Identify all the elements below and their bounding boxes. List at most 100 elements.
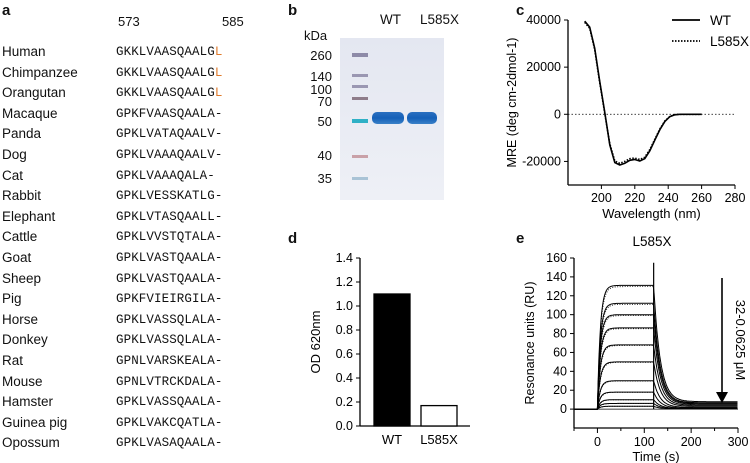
- legend-label: L585X: [710, 34, 749, 49]
- sequence-end-residue: -: [214, 415, 223, 430]
- sequence-end-residue: -: [214, 127, 223, 142]
- concentration-arrow-head: [716, 392, 728, 403]
- sequence-residues: GPKLVASAQAALA: [116, 436, 215, 451]
- residue-end-number: 585: [222, 14, 244, 29]
- species-name: Elephant: [2, 208, 56, 224]
- sequence-end-residue: -: [214, 106, 223, 121]
- legend-label: WT: [710, 13, 731, 28]
- y-axis-label: MRE (deg cm-2dmol-1): [505, 38, 519, 168]
- y-tick-label: 0.0: [336, 419, 353, 433]
- sequence-end-residue: -: [214, 312, 223, 327]
- sequence-end-residue: -: [214, 292, 223, 307]
- sequence-residues: GPKLVATAQAALV: [116, 127, 215, 142]
- y-tick-label: 160: [546, 251, 567, 265]
- sequence-residues: GPKLVAKCQATLA: [116, 415, 215, 430]
- y-tick-label: 60: [553, 345, 567, 359]
- y-axis-label: OD 620nm: [308, 311, 323, 374]
- sequence: GPKFVIEIRGILA-: [116, 292, 222, 306]
- gel-marker-label: 35: [317, 171, 332, 186]
- x-tick-label: L585X: [420, 432, 458, 447]
- sequence-residues: GPKLVASTQAALA: [116, 271, 215, 286]
- y-tick-label: 80: [553, 327, 567, 341]
- sequence: GPKLVAAAQAALV-: [116, 148, 222, 162]
- x-tick-label: 200: [681, 435, 702, 449]
- gel-marker-label: 40: [317, 148, 332, 163]
- gel-lane-l585x-label: L585X: [420, 12, 460, 27]
- fit-curve: [597, 286, 653, 410]
- fit-curve: [597, 391, 653, 410]
- sequence: GPKLVASSQLALA-: [116, 313, 222, 327]
- sequence: GPKLVESSKATLG-: [116, 189, 222, 203]
- x-axis-label: Wavelength (nm): [602, 206, 701, 221]
- y-tick-label: 0.6: [336, 347, 353, 361]
- sequence-end-residue: -: [214, 436, 223, 451]
- y-tick-label: 20000: [526, 60, 561, 74]
- sequence-end-residue: L: [214, 65, 223, 80]
- sequence-end-residue: -: [214, 251, 223, 265]
- x-tick-label: 240: [658, 191, 679, 205]
- fit-curve: [597, 399, 653, 410]
- sequence: GPKLVASTQAALA-: [116, 251, 222, 265]
- y-tick-label: 40000: [526, 13, 561, 27]
- panel-label-c: c: [516, 2, 525, 19]
- species-name: Goat: [2, 250, 32, 265]
- x-tick-label: 280: [725, 191, 746, 205]
- y-tick-label: 120: [546, 289, 567, 303]
- fit-curve: [597, 328, 653, 410]
- sequence: GKKLVAASQAALGL: [116, 66, 222, 80]
- sequence-residues: GPNLVARSKEALA: [116, 354, 215, 368]
- y-tick-label: -20000: [522, 154, 561, 168]
- species-name: Cattle: [2, 229, 38, 245]
- panel-label-a: a: [2, 2, 11, 19]
- sequence: GPKLVASSQLALA-: [116, 333, 222, 347]
- x-axis-label: Time (s): [632, 449, 679, 463]
- sequence: GPKLVASSQAALA-: [116, 395, 222, 409]
- panel-label-e: e: [516, 230, 525, 247]
- sequence-end-residue: -: [214, 230, 223, 245]
- x-tick-label: 200: [591, 191, 612, 205]
- y-tick-label: 20: [553, 383, 567, 397]
- sequence-end-residue: -: [214, 189, 223, 204]
- sequence-residues: GPKLVESSKATLG: [116, 189, 215, 204]
- sequence: GPKLVTASQAALL-: [116, 210, 222, 224]
- sequence-residues: GPKFVIEIRGILA: [116, 292, 215, 307]
- sequence-end-residue: -: [214, 209, 223, 224]
- sequence: GKKLVAASQAALGL: [116, 86, 222, 100]
- sensorgram-curve: [574, 361, 738, 410]
- gel-marker-label: 260: [310, 48, 332, 63]
- sequence-end-residue: -: [207, 168, 215, 183]
- sequence-end-residue: -: [214, 271, 223, 286]
- y-tick-label: 40: [553, 364, 567, 378]
- sequence-residues: GPKLVAAAQALA: [116, 168, 208, 183]
- sensorgram-curve: [574, 284, 738, 410]
- sensorgram-curve: [574, 380, 738, 410]
- sequence-residues: GKKLVAASQAALG: [116, 86, 215, 101]
- sequence-end-residue: -: [214, 395, 223, 410]
- sensorgram-curve: [574, 344, 738, 410]
- fit-curve: [597, 405, 653, 410]
- sequence-residues: GPKLVASSQAALA: [116, 395, 215, 410]
- fit-curve: [597, 362, 653, 410]
- concentration-label: 32-0.0625 μM: [733, 300, 748, 380]
- sequence-residues: GPKLVVSTQTALA: [116, 230, 215, 245]
- sequence-residues: GPKFVAASQAALA: [116, 106, 215, 121]
- species-name: Orangutan: [2, 85, 66, 101]
- sequence: GPKLVASAQAALA-: [116, 436, 222, 450]
- species-name: Mouse: [2, 373, 43, 389]
- species-name: Hamster: [2, 394, 54, 410]
- sensorgram-curve: [574, 302, 738, 410]
- fit-curve: [597, 380, 653, 410]
- y-tick-label: 0.2: [336, 395, 353, 409]
- y-tick-label: 100: [546, 308, 567, 322]
- species-name: Chimpanzee: [2, 64, 78, 80]
- species-name: Sheep: [2, 270, 42, 286]
- sequence-end-residue: -: [214, 148, 223, 162]
- chart-title: L585X: [632, 234, 671, 249]
- fit-curve: [597, 315, 653, 410]
- species-name: Dog: [2, 147, 27, 162]
- sequence-end-residue: -: [214, 354, 223, 368]
- bar-l585x: [420, 404, 458, 427]
- species-name: Macaque: [2, 105, 58, 121]
